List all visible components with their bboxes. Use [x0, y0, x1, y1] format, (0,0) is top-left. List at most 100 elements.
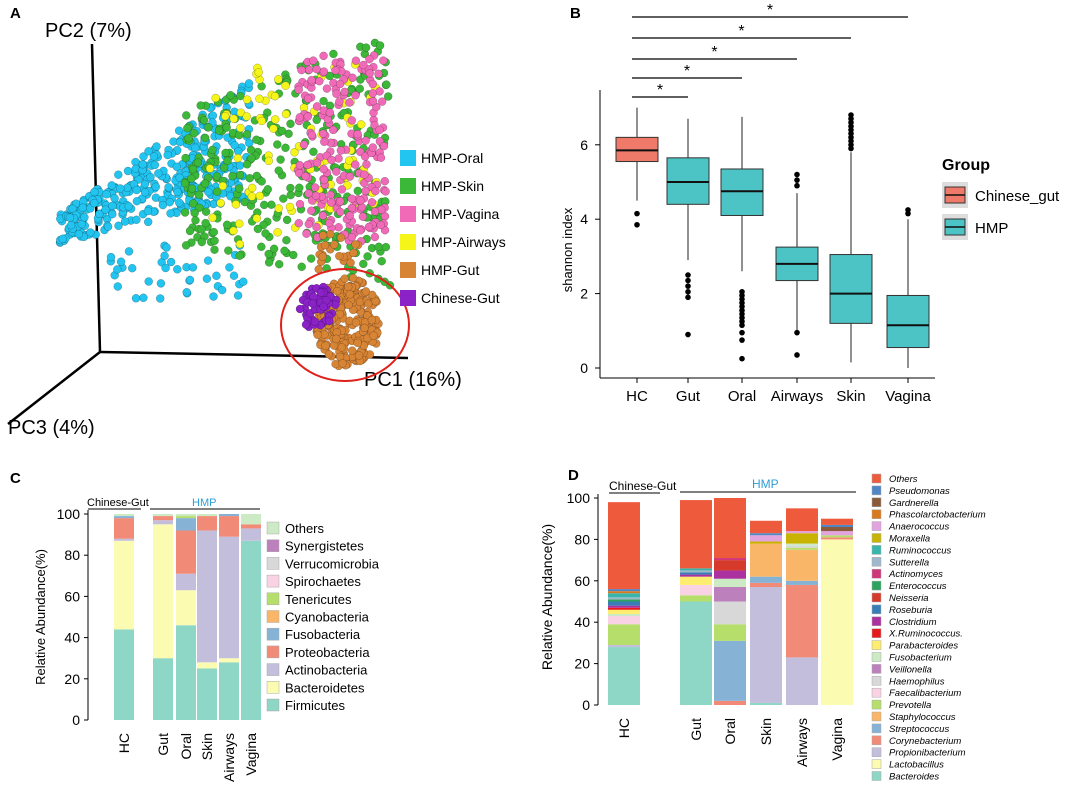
gut-point [326, 229, 335, 239]
vagina-point [379, 56, 388, 65]
skin-point [257, 242, 266, 252]
c-legend-swatch [266, 592, 280, 606]
d-legend-label: Moraxella [889, 534, 930, 545]
oral-point [78, 203, 87, 212]
vagina-point [351, 56, 361, 65]
b-legend-label: HMP [975, 220, 1008, 237]
gut-point [318, 252, 327, 261]
d-bar-segment [608, 607, 640, 610]
b-outlier [739, 329, 745, 336]
vagina-point [334, 154, 343, 163]
skin-point [201, 218, 210, 228]
panel-label-c: C [10, 470, 21, 487]
d-bar-segment [608, 615, 640, 625]
c-y-tick-label: 60 [64, 588, 80, 604]
gut-point [369, 331, 378, 340]
c-legend: Others Synergistetes Verrucomicrobia Spiroc… [266, 521, 380, 713]
skin-point [209, 227, 219, 237]
b-x-tick-label: HC [626, 388, 648, 405]
gut-point [346, 258, 355, 268]
legend-swatch-airways [400, 234, 416, 250]
c-bar-segment [176, 518, 196, 531]
skin-point [191, 216, 200, 225]
vagina-point [368, 79, 378, 89]
gut-point [347, 346, 357, 355]
vagina-point [303, 112, 313, 121]
vagina-point [381, 187, 390, 196]
skin-point [282, 215, 292, 225]
oral-point [89, 198, 99, 208]
skin-point [219, 163, 229, 172]
vagina-point [367, 198, 377, 207]
vagina-point [360, 170, 369, 179]
oral-point [158, 200, 168, 210]
d-bar-segment [608, 647, 640, 705]
b-y-tick-label: 6 [580, 137, 588, 153]
oral-point [182, 288, 191, 297]
b-sig-star: * [684, 63, 690, 80]
oral-point [161, 263, 170, 273]
skin-point [222, 220, 232, 230]
skin-point [183, 123, 192, 133]
airways-point [235, 219, 244, 228]
d-bar-segment [821, 535, 853, 538]
chinese-gut-point [295, 304, 305, 314]
skin-point [274, 259, 284, 269]
oral-point [124, 247, 134, 256]
d-bar-segment [608, 599, 640, 602]
pc1-axis-label: PC1 (16%) [364, 369, 462, 391]
d-bar-segment [786, 547, 818, 550]
d-y-tick-label: 20 [574, 656, 590, 672]
skin-point [180, 208, 190, 217]
skin-point [286, 190, 295, 200]
airways-point [344, 156, 354, 165]
airways-point [270, 91, 280, 101]
d-legend-label: Enterococcus [889, 581, 947, 592]
airways-point [281, 109, 291, 119]
c-legend-swatch [266, 557, 280, 570]
skin-point [289, 250, 298, 260]
d-bar-segment [821, 539, 853, 705]
gut-point [353, 338, 362, 348]
d-legend-swatch [871, 521, 882, 531]
c-bar-segment [176, 625, 196, 720]
skin-point [267, 200, 276, 209]
gut-point [330, 240, 339, 249]
oral-point [160, 251, 169, 261]
oral-point [120, 217, 130, 226]
skin-point [226, 91, 235, 100]
oral-point [108, 201, 117, 211]
skin-point [252, 135, 261, 144]
skin-point [240, 197, 249, 207]
d-bar-segment [714, 498, 746, 559]
skin-point [204, 123, 213, 132]
d-bar-segment [750, 576, 782, 583]
c-x-label: Vagina [243, 733, 259, 776]
airways-point [247, 183, 257, 193]
d-legend-swatch [871, 687, 882, 698]
c-y-tick-label: 40 [64, 630, 80, 646]
vagina-point [351, 91, 360, 100]
oral-point [174, 198, 184, 207]
b-box [829, 254, 873, 324]
oral-point [235, 161, 245, 170]
vagina-point [359, 60, 368, 70]
d-y-tick-label: 60 [574, 573, 590, 589]
c-x-label: Gut [155, 733, 171, 756]
scatter-points [55, 38, 395, 371]
d-bar-segment [750, 535, 782, 542]
d-bar-segment [608, 591, 640, 594]
b-legend-label: Chinese_gut [975, 188, 1060, 205]
vagina-point [320, 175, 329, 185]
d-bar-segment [821, 518, 853, 525]
oral-point [156, 279, 166, 288]
oral-point [101, 205, 110, 214]
vagina-point [345, 98, 354, 107]
skin-point [325, 71, 334, 81]
vagina-point [370, 232, 380, 242]
vagina-point [334, 223, 343, 232]
d-bar-segment [608, 593, 640, 598]
b-outlier [685, 294, 691, 301]
vagina-point [319, 164, 328, 174]
b-outlier [794, 177, 800, 183]
